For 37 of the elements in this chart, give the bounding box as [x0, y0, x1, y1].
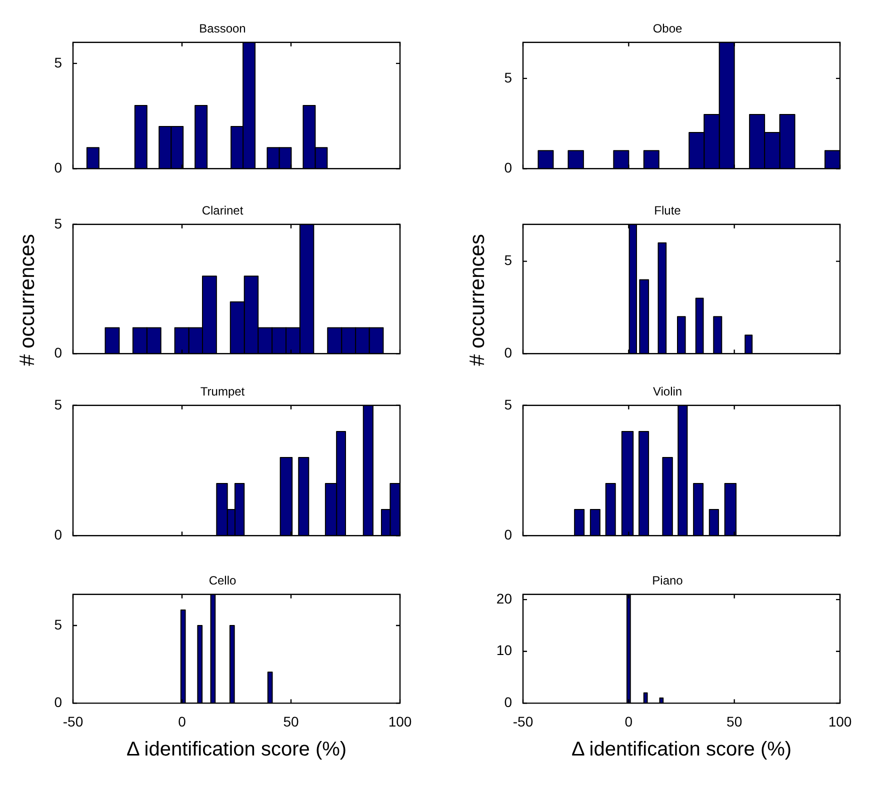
y-tick-label: 5	[504, 69, 512, 86]
y-tick-label: 5	[54, 54, 62, 70]
x-tick-label: -50	[62, 713, 84, 730]
x-tick-label: 50	[726, 713, 742, 730]
x-tick-label: -50	[512, 713, 534, 730]
y-tick-label: 0	[504, 526, 512, 542]
chart-title: Flute	[654, 204, 682, 218]
chart-title: Piano	[652, 574, 684, 588]
y-tick-label: 5	[54, 616, 62, 632]
chart-title: Clarinet	[202, 204, 244, 218]
y-tick-label: 0	[504, 344, 512, 360]
chart-title: Cello	[208, 574, 236, 588]
y-tick-label: 0	[54, 526, 62, 542]
y-axis-title: # occurrences	[465, 233, 490, 368]
y-tick-label: 5	[504, 252, 512, 268]
chart-title: Violin	[652, 384, 682, 399]
x-tick-label: 100	[828, 713, 852, 730]
x-tick-label: 0	[178, 713, 186, 730]
chart-title: Oboe	[652, 22, 682, 36]
y-axis-title: # occurrences	[15, 233, 40, 368]
x-axis-title: Δ identification score (%)	[571, 738, 792, 761]
y-tick-label: 10	[496, 642, 512, 658]
chart-title: Trumpet	[200, 384, 246, 399]
x-tick-label: 100	[388, 713, 412, 730]
y-tick-label: 0	[504, 159, 512, 176]
y-tick-label: 5	[54, 396, 62, 412]
y-tick-label: 5	[54, 215, 62, 232]
y-tick-label: 5	[504, 396, 512, 412]
y-tick-label: 20	[496, 590, 512, 606]
y-tick-label: 0	[54, 694, 62, 710]
chart-title: Bassoon	[199, 22, 246, 36]
x-tick-label: 0	[624, 713, 633, 730]
y-tick-label: 0	[54, 159, 62, 176]
x-tick-label: 50	[283, 713, 299, 730]
x-axis-title: Δ identification score (%)	[126, 738, 347, 761]
y-tick-label: 0	[54, 344, 62, 360]
y-tick-label: 0	[504, 694, 512, 710]
